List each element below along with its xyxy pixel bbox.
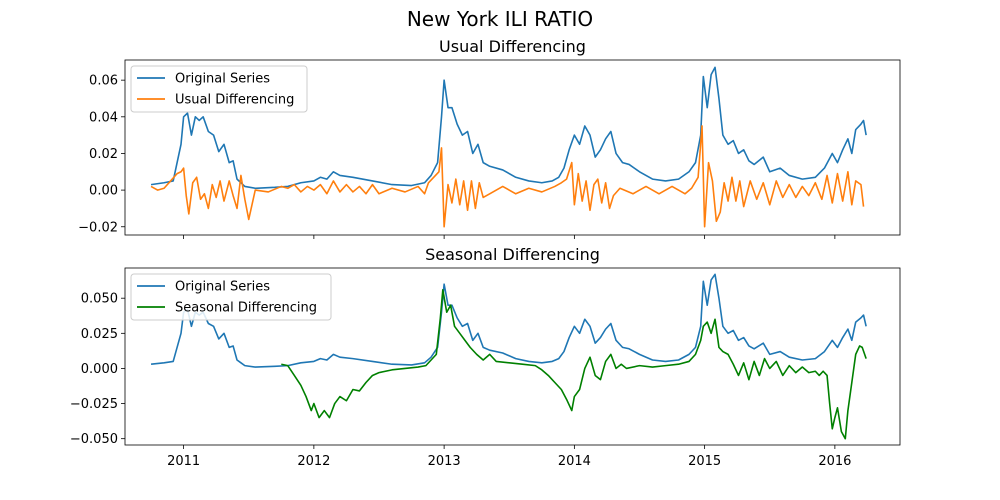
x-tick-label: 2013 [428, 454, 461, 469]
plot-title: Usual Differencing [439, 37, 586, 56]
y-tick-label: −0.050 [70, 432, 118, 447]
series-line-original-series [150, 273, 867, 368]
legend-label-seasonal-differencing: Seasonal Differencing [175, 301, 317, 316]
legend-label-original-series: Original Series [175, 72, 270, 87]
plot-frame [124, 267, 901, 446]
legend-label-usual-differencing: Usual Differencing [175, 93, 294, 108]
figure-title: New York ILI RATIO [407, 7, 593, 31]
chart-usual-differencing: Usual Differencing −0.02 0.00 0.02 0.04 0.06 O… [78, 37, 901, 239]
legend-label-original-series: Original Series [175, 280, 270, 295]
x-tick-label: 2012 [297, 454, 330, 469]
series-line-original-series [150, 66, 867, 190]
y-tick-label: −0.025 [70, 397, 118, 412]
legend-box [130, 65, 308, 113]
legend-box [130, 273, 332, 321]
series-line-usual-differencing [150, 125, 865, 228]
y-tick-label: 0.04 [89, 110, 118, 125]
y-tick-label: 0.06 [89, 74, 118, 89]
y-tick-label: 0.000 [81, 362, 118, 377]
chart-seasonal-differencing: Seasonal Differencing −0.050 −0.025 0.000 0.… [70, 245, 901, 469]
y-tick-label: 0.02 [89, 147, 118, 162]
series-line-seasonal-differencing [281, 288, 867, 440]
x-tick-label: 2011 [167, 454, 200, 469]
plot-title: Seasonal Differencing [425, 245, 600, 264]
x-tick-label: 2015 [688, 454, 721, 469]
y-tick-label: 0.050 [81, 292, 118, 307]
x-tick-label: 2014 [558, 454, 591, 469]
plot-frame [124, 59, 901, 236]
x-tick-label: 2016 [818, 454, 851, 469]
y-tick-label: 0.025 [81, 327, 118, 342]
y-tick-label: 0.00 [89, 184, 118, 199]
y-tick-label: −0.02 [78, 220, 118, 235]
